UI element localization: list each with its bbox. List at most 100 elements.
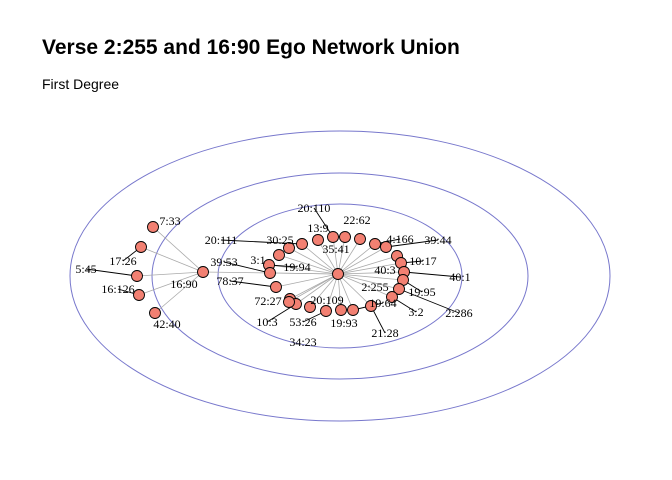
node-20-109 — [304, 301, 316, 313]
node-label-16-90: 16:90 — [170, 277, 197, 291]
node-13-9 — [312, 234, 324, 246]
edge-2-255-19-64 — [337, 273, 354, 311]
node-label-7-33: 7:33 — [159, 214, 180, 228]
edge-2-255-3-2 — [337, 273, 393, 298]
node-53-26 — [320, 305, 332, 317]
node-16-126 — [133, 289, 145, 301]
node-label-53-26: 53:26 — [289, 315, 316, 329]
node-label-19-94: 19:94 — [283, 260, 310, 274]
node-label-20-109: 20:109 — [310, 293, 343, 307]
node-label-21-28: 21:28 — [371, 326, 398, 340]
node-3-2 — [386, 291, 398, 303]
node-label-78-37: 78:37 — [216, 274, 243, 288]
edge-2-255-39-44 — [337, 246, 387, 275]
node-label-30-25: 30:25 — [266, 233, 293, 247]
edge-2-255-34-23 — [288, 273, 339, 303]
network-ring — [151, 172, 529, 380]
node-label-19-93: 19:93 — [330, 316, 357, 330]
node-label-19-95: 19:95 — [408, 285, 435, 299]
node-4-166 — [369, 238, 381, 250]
node-label-3-2: 3:2 — [408, 305, 423, 319]
leader-line — [85, 268, 138, 277]
edge-2-255-3-1 — [278, 254, 339, 275]
edge-2-255-10-3 — [295, 273, 339, 305]
edge-2-255-20-110 — [332, 236, 339, 275]
leader-line — [223, 261, 271, 274]
leader-line — [403, 271, 461, 278]
node-19-64 — [347, 304, 359, 316]
edge-2-255-20-111 — [301, 243, 339, 275]
node-label-72-27: 72:27 — [254, 294, 281, 308]
edge-16-90-42-40 — [154, 271, 204, 314]
node-label-3-1: 3:1 — [250, 253, 265, 267]
node-label-4-166: 4:166 — [386, 232, 413, 246]
node-21-28 — [365, 300, 377, 312]
edge-2-255-2-286 — [337, 273, 400, 290]
edge-16-90-5-45 — [136, 271, 204, 277]
network-ring — [217, 203, 463, 349]
chart-subtitle: First Degree — [42, 76, 120, 92]
node-label-17-26: 17:26 — [109, 254, 136, 268]
edge-2-255-39-53 — [269, 272, 339, 275]
node-19-93 — [335, 304, 347, 316]
node-label-2-286: 2:286 — [445, 306, 472, 320]
chart-title: Verse 2:255 and 16:90 Ego Network Union — [42, 36, 460, 59]
node-label-10-3: 10:3 — [256, 315, 277, 329]
node-17-26 — [135, 241, 147, 253]
node-2-255 — [332, 268, 344, 280]
node-16-90 — [197, 266, 209, 278]
edge-16-90-7-33 — [152, 226, 204, 273]
node-78-37 — [270, 281, 282, 293]
leader-line — [398, 288, 460, 314]
node-label-39-53: 39:53 — [210, 255, 237, 269]
edge-2-255-20-109 — [309, 273, 339, 308]
edge-16-90-17-26 — [140, 246, 204, 273]
node-label-19-64: 19:64 — [369, 296, 396, 310]
node-label-10-17: 10:17 — [409, 254, 436, 268]
edge-2-255-19-93 — [337, 273, 342, 311]
node-5-45 — [131, 270, 143, 282]
node-label-39-44: 39:44 — [424, 233, 451, 247]
edge-2-255-35-41 — [337, 236, 346, 275]
edge-2-255-13-9 — [317, 239, 339, 275]
edge-2-255-10-17 — [337, 262, 402, 275]
node-7-33 — [147, 221, 159, 233]
network-ring — [69, 130, 611, 422]
node-30-25 — [283, 242, 295, 254]
node-34-23 — [283, 296, 295, 308]
node-label-40-3: 40:3 — [374, 263, 395, 277]
node-35-41 — [339, 231, 351, 243]
node-label-20-110: 20:110 — [298, 201, 331, 215]
edge-2-255-4-166 — [337, 243, 376, 275]
node-label-20-111: 20:111 — [205, 233, 237, 247]
node-label-16-126: 16:126 — [101, 282, 134, 296]
node-label-2-255: 2:255 — [361, 280, 388, 294]
node-label-34-23: 34:23 — [289, 335, 316, 349]
edge-2-255-19-95 — [337, 273, 404, 281]
node-label-42-40: 42:40 — [153, 317, 180, 331]
node-20-110 — [327, 231, 339, 243]
node-label-22-62: 22:62 — [343, 213, 370, 227]
node-label-5-45: 5:45 — [75, 262, 96, 276]
node-3-1 — [273, 249, 285, 261]
edge-2-255-19-94 — [268, 264, 339, 275]
leader-line — [229, 280, 277, 288]
node-20-111 — [296, 238, 308, 250]
edge-2-255-78-37 — [275, 273, 339, 288]
edge-2-255-22-62 — [337, 238, 361, 275]
node-39-44 — [380, 241, 392, 253]
node-label-35-41: 35:41 — [322, 242, 349, 256]
edge-2-255-40-1 — [337, 271, 405, 275]
edge-2-255-21-28 — [337, 273, 372, 307]
node-label-40-1: 40:1 — [449, 270, 470, 284]
edge-2-255-30-25 — [288, 247, 339, 275]
edge-16-90-16-126 — [138, 271, 204, 296]
node-42-40 — [149, 307, 161, 319]
leader-line — [385, 239, 439, 248]
edge-2-255-53-26 — [325, 273, 339, 312]
node-2-286 — [393, 283, 405, 295]
node-39-53 — [264, 267, 276, 279]
node-label-13-9: 13:9 — [307, 221, 328, 235]
edge-2-255-40-3 — [337, 255, 398, 275]
